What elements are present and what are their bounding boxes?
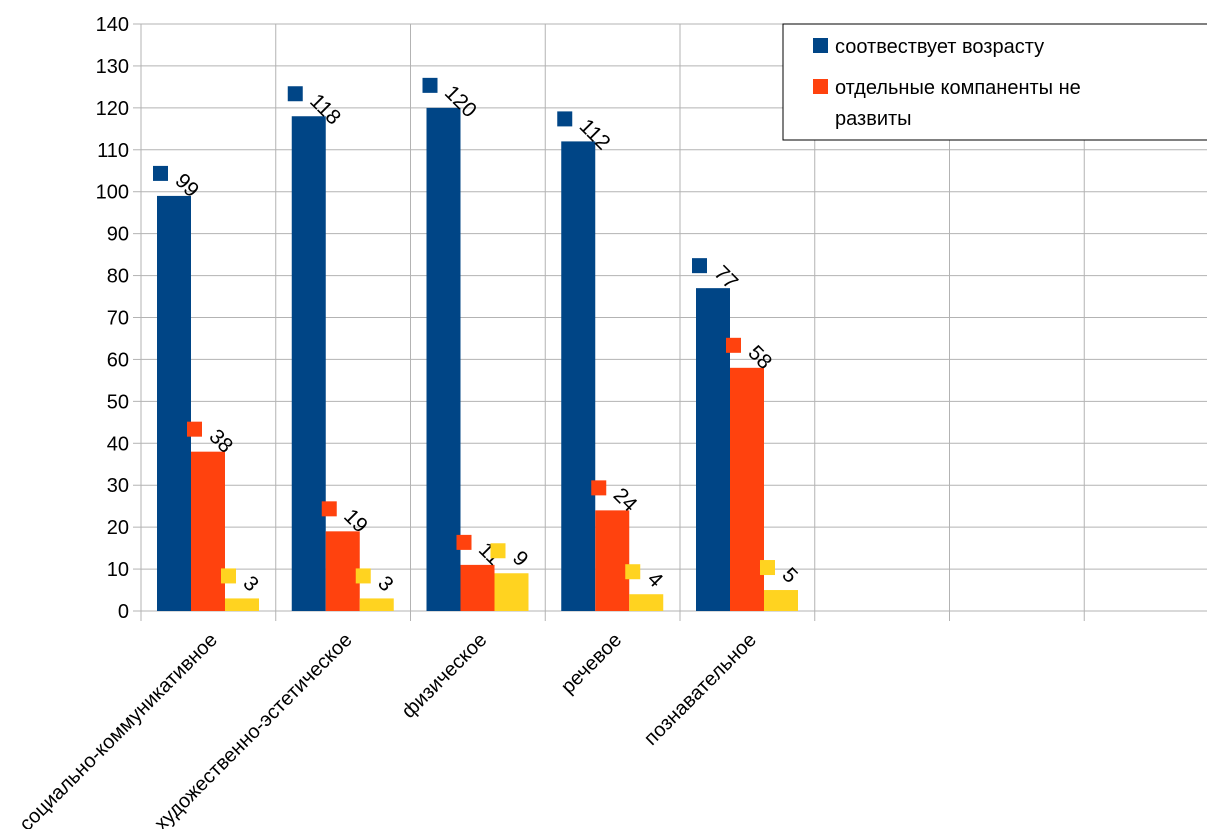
bar-series1-cat4: [730, 367, 764, 611]
y-tick-label: 120: [96, 98, 129, 120]
legend-label: развиты: [835, 108, 912, 130]
y-tick-label: 50: [107, 391, 129, 413]
bar-series2-cat1: [359, 598, 394, 611]
bar-series1-cat3: [595, 510, 630, 611]
data-label-key: [760, 560, 775, 576]
bar-series2-cat3: [629, 594, 664, 611]
y-tick-label: 80: [107, 266, 129, 288]
bar-series2-cat2: [494, 573, 529, 611]
data-label-key: [557, 111, 573, 127]
data-label-key: [321, 501, 337, 517]
data-label-key: [625, 564, 641, 580]
bar-series2-cat0: [225, 598, 259, 611]
legend-box: [782, 23, 1207, 141]
legend: соотвествует возрасту отдельные компанент…: [782, 23, 1207, 141]
data-label-value: 3: [373, 572, 398, 597]
y-tick-label: 70: [107, 308, 129, 330]
bar-series0-cat2: [426, 107, 461, 611]
bar-series1-cat1: [325, 531, 360, 611]
y-tick-label: 20: [107, 517, 129, 539]
data-label-value: 3: [238, 572, 263, 597]
bar-series0-cat0: [157, 195, 191, 611]
legend-label: отдельные компаненты не: [835, 77, 1081, 99]
bars: [157, 107, 798, 611]
bar-series2-cat4: [764, 590, 798, 611]
data-label-key: [355, 568, 371, 584]
y-tick-label: 60: [107, 349, 129, 371]
data-label-key: [726, 337, 741, 353]
category-labels: социально-коммуникативноехудожественно-э…: [15, 629, 761, 829]
legend-key: [813, 38, 828, 53]
y-tick-label: 140: [96, 14, 129, 36]
legend-key: [813, 79, 828, 94]
data-label-key: [692, 258, 707, 274]
y-tick-label: 10: [107, 559, 129, 581]
data-label-key: [187, 421, 202, 437]
data-label-key: [221, 568, 236, 584]
axes: 0 10 20 30 40 50 60 70 80 90 100 110 120 130 140: [96, 14, 1207, 623]
category-label: речевое: [557, 629, 626, 698]
data-label-key: [456, 534, 472, 550]
legend-label: соотвествует возрасту: [835, 36, 1044, 58]
data-label-key: [287, 86, 303, 102]
bar-series1-cat0: [191, 451, 225, 611]
data-label-value: 5: [777, 563, 802, 588]
category-label: физическое: [398, 629, 492, 723]
y-tick-label: 130: [96, 56, 129, 78]
bar-series1-cat2: [460, 564, 495, 611]
y-tick-label: 40: [107, 433, 129, 455]
bar-series0-cat3: [561, 141, 596, 611]
y-tick-label: 30: [107, 475, 129, 497]
data-label-key: [591, 480, 607, 496]
data-label-key: [422, 77, 438, 93]
y-tick-label: 90: [107, 224, 129, 246]
category-label: познавательное: [640, 629, 761, 750]
data-label-value: 4: [643, 568, 668, 593]
data-label-key: [153, 165, 168, 181]
bar-series0-cat4: [696, 288, 730, 611]
y-tick-label: 0: [118, 601, 129, 623]
y-tick-label: 100: [96, 182, 129, 204]
data-label-key: [490, 543, 506, 559]
bar-series0-cat1: [291, 116, 326, 611]
data-label-value: 9: [508, 547, 533, 572]
y-tick-label: 110: [97, 140, 129, 162]
